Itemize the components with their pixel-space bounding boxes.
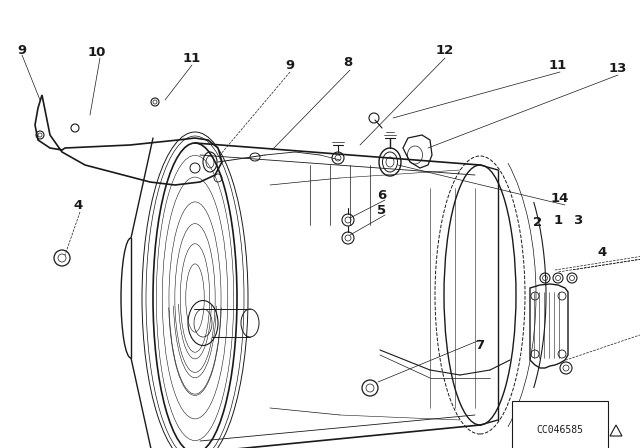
Text: 14: 14 (551, 191, 569, 204)
Text: 10: 10 (88, 46, 106, 59)
Text: 7: 7 (476, 339, 484, 352)
Text: CC046585: CC046585 (536, 425, 584, 435)
Text: 11: 11 (183, 52, 201, 65)
Text: 8: 8 (344, 56, 353, 69)
Text: 12: 12 (436, 43, 454, 56)
Text: 11: 11 (549, 59, 567, 72)
Text: 1: 1 (554, 214, 563, 227)
Text: 9: 9 (17, 43, 27, 56)
Text: 4: 4 (597, 246, 607, 258)
Text: 13: 13 (609, 61, 627, 74)
Text: 9: 9 (285, 59, 294, 72)
Text: 3: 3 (573, 214, 582, 227)
Text: 2: 2 (533, 215, 543, 228)
Text: 6: 6 (378, 189, 387, 202)
Text: 4: 4 (74, 198, 83, 211)
Text: 5: 5 (378, 203, 387, 216)
